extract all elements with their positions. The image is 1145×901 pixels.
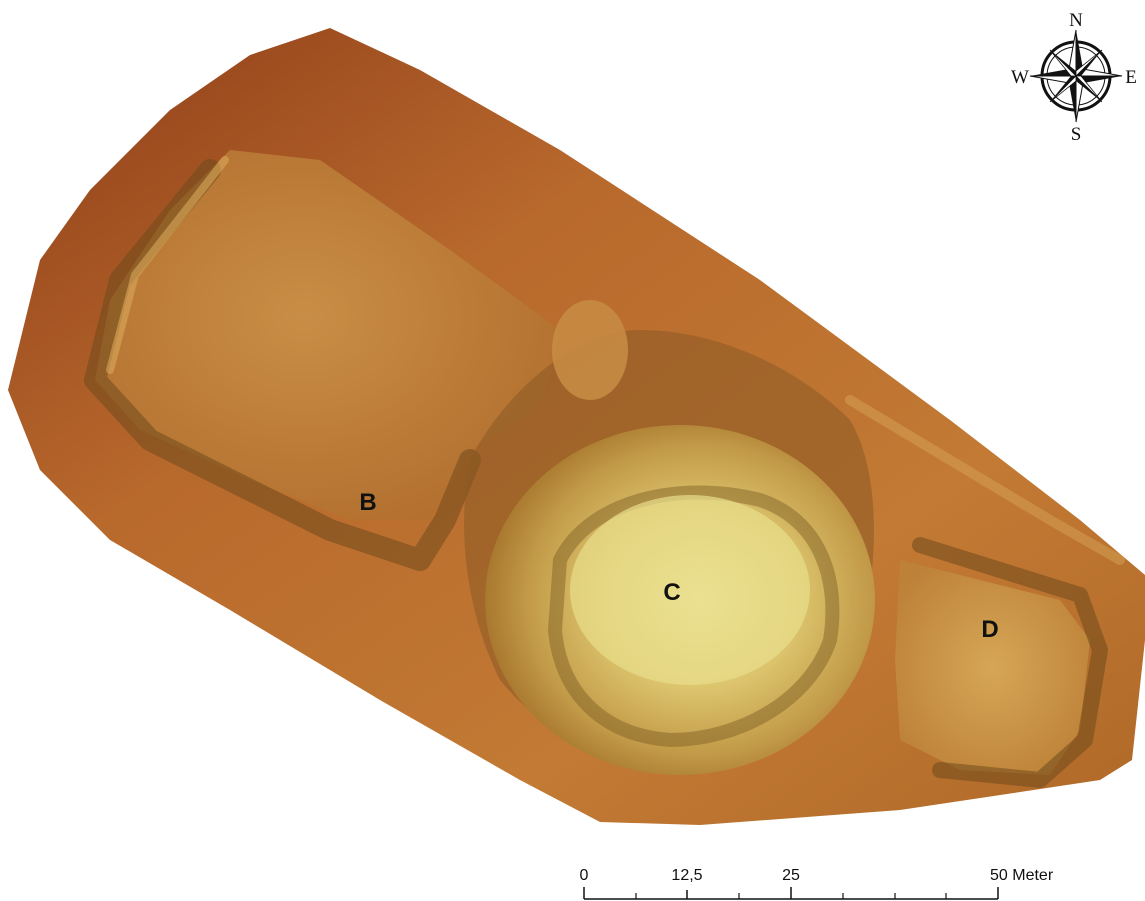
scale-label-25: 25 [782, 867, 800, 884]
plateau-b-rim-highlight [106, 156, 229, 374]
compass-rose-icon: N S E W [1011, 10, 1137, 145]
mound-c-inner-rim [547, 485, 840, 748]
plateau-b-rim [84, 159, 481, 571]
area-label-c: C [663, 579, 680, 606]
area-label-b: B [359, 489, 376, 516]
compass-north-label: N [1069, 10, 1083, 31]
compass-west-label: W [1011, 67, 1029, 88]
scale-bar: 0 12,5 25 50 Meter [580, 867, 1054, 900]
knoll [552, 300, 628, 400]
plateau-b [95, 150, 560, 520]
compass-south-label: S [1071, 124, 1082, 145]
compass-east-label: E [1125, 67, 1137, 88]
area-label-d: D [981, 616, 998, 643]
scale-label-12-5: 12,5 [671, 867, 702, 884]
east-ridge [845, 395, 1125, 565]
enclosure-d [895, 560, 1090, 775]
scale-label-0: 0 [580, 867, 589, 884]
scale-label-50-meter: 50 Meter [990, 867, 1054, 884]
enclosure-d-rim [912, 537, 1108, 788]
mound-c-top [570, 495, 810, 685]
